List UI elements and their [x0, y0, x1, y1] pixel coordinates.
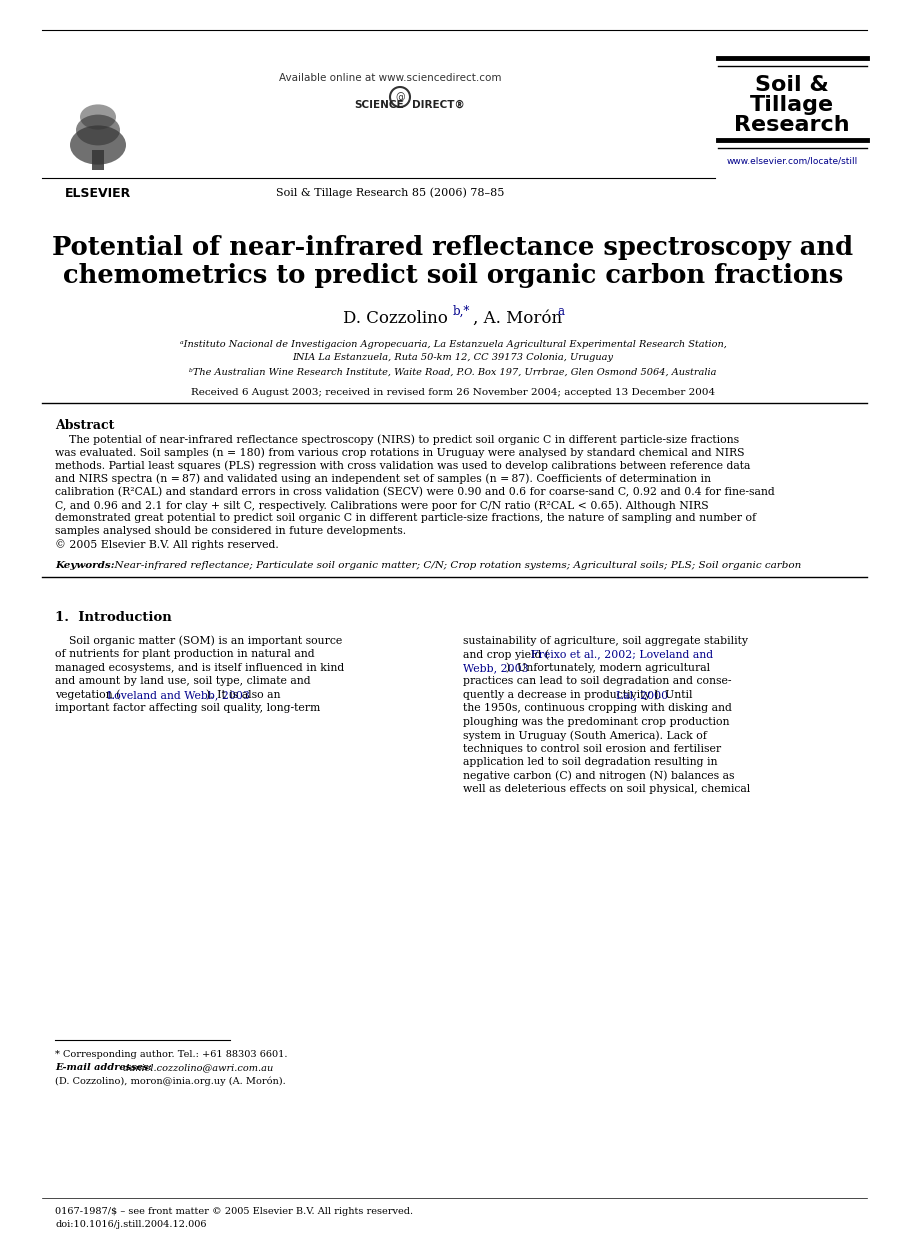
Text: was evaluated. Soil samples (n = 180) from various crop rotations in Uruguay wer: was evaluated. Soil samples (n = 180) fr…	[55, 447, 745, 458]
Text: chemometrics to predict soil organic carbon fractions: chemometrics to predict soil organic car…	[63, 262, 844, 288]
Text: Keywords:: Keywords:	[55, 561, 114, 569]
Text: ELSEVIER: ELSEVIER	[65, 187, 132, 201]
Text: Soil organic matter (SOM) is an important source: Soil organic matter (SOM) is an importan…	[55, 636, 342, 646]
Text: Research: Research	[734, 115, 850, 135]
Text: (D. Cozzolino), moron@inia.org.uy (A. Morón).: (D. Cozzolino), moron@inia.org.uy (A. Mo…	[55, 1076, 286, 1086]
Text: Loveland and Webb, 2003: Loveland and Webb, 2003	[107, 690, 249, 699]
Text: techniques to control soil erosion and fertiliser: techniques to control soil erosion and f…	[463, 744, 721, 754]
Text: practices can lead to soil degradation and conse-: practices can lead to soil degradation a…	[463, 676, 732, 686]
Text: a: a	[557, 305, 564, 318]
Text: , A. Morón: , A. Morón	[473, 310, 568, 327]
Text: demonstrated great potential to predict soil organic C in different particle-siz: demonstrated great potential to predict …	[55, 514, 756, 524]
Text: quently a decrease in productivity (: quently a decrease in productivity (	[463, 690, 658, 701]
Text: methods. Partial least squares (PLS) regression with cross validation was used t: methods. Partial least squares (PLS) reg…	[55, 461, 750, 470]
Text: negative carbon (C) and nitrogen (N) balances as: negative carbon (C) and nitrogen (N) bal…	[463, 771, 735, 781]
Text: doi:10.1016/j.still.2004.12.006: doi:10.1016/j.still.2004.12.006	[55, 1219, 207, 1229]
Text: Webb, 2003: Webb, 2003	[463, 662, 529, 672]
Text: ). It is also an: ). It is also an	[206, 690, 280, 701]
Text: the 1950s, continuous cropping with disking and: the 1950s, continuous cropping with disk…	[463, 703, 732, 713]
Text: Soil &: Soil &	[755, 76, 829, 95]
Text: samples analysed should be considered in future developments.: samples analysed should be considered in…	[55, 526, 406, 536]
Text: D. Cozzolino: D. Cozzolino	[343, 310, 453, 327]
Text: INIA La Estanzuela, Ruta 50-km 12, CC 39173 Colonia, Uruguay: INIA La Estanzuela, Ruta 50-km 12, CC 39…	[292, 353, 613, 361]
Ellipse shape	[80, 104, 116, 130]
Text: Soil & Tillage Research 85 (2006) 78–85: Soil & Tillage Research 85 (2006) 78–85	[276, 187, 504, 198]
Text: DIRECT®: DIRECT®	[412, 100, 464, 110]
Text: Near-infrared reflectance; Particulate soil organic matter; C/N; Crop rotation s: Near-infrared reflectance; Particulate s…	[108, 561, 801, 569]
Text: and crop yield (: and crop yield (	[463, 649, 550, 660]
Text: SCIENCE: SCIENCE	[354, 100, 404, 110]
Text: E-mail addresses:: E-mail addresses:	[55, 1063, 152, 1072]
Text: and NIRS spectra (n = 87) and validated using an independent set of samples (n =: and NIRS spectra (n = 87) and validated …	[55, 474, 711, 484]
Text: C, and 0.96 and 2.1 for clay + silt C, respectively. Calibrations were poor for : C, and 0.96 and 2.1 for clay + silt C, r…	[55, 500, 708, 510]
Text: Received 6 August 2003; received in revised form 26 November 2004; accepted 13 D: Received 6 August 2003; received in revi…	[191, 387, 715, 397]
Text: vegetation (: vegetation (	[55, 690, 121, 701]
Text: www.elsevier.com/locate/still: www.elsevier.com/locate/still	[727, 157, 858, 166]
Text: @: @	[395, 92, 405, 102]
Text: 1.  Introduction: 1. Introduction	[55, 610, 171, 624]
Bar	[92, 150, 104, 170]
Text: Freixo et al., 2002; Loveland and: Freixo et al., 2002; Loveland and	[531, 649, 713, 660]
Text: system in Uruguay (South America). Lack of: system in Uruguay (South America). Lack …	[463, 730, 707, 740]
Text: ). Unfortunately, modern agricultural: ). Unfortunately, modern agricultural	[505, 662, 709, 673]
Text: and amount by land use, soil type, climate and: and amount by land use, soil type, clima…	[55, 676, 310, 686]
Text: The potential of near-infrared reflectance spectroscopy (NIRS) to predict soil o: The potential of near-infrared reflectan…	[55, 435, 739, 444]
Text: sustainability of agriculture, soil aggregate stability: sustainability of agriculture, soil aggr…	[463, 636, 748, 646]
Text: of nutrients for plant production in natural and: of nutrients for plant production in nat…	[55, 649, 315, 660]
Text: * Corresponding author. Tel.: +61 88303 6601.: * Corresponding author. Tel.: +61 88303 …	[55, 1050, 288, 1058]
Text: well as deleterious effects on soil physical, chemical: well as deleterious effects on soil phys…	[463, 785, 750, 795]
Text: Potential of near-infrared reflectance spectroscopy and: Potential of near-infrared reflectance s…	[53, 235, 853, 260]
Text: ). Until: ). Until	[654, 690, 693, 701]
Ellipse shape	[70, 125, 126, 165]
Bar	[48, 54, 148, 175]
Text: Tillage: Tillage	[750, 95, 834, 115]
Text: 0167-1987/$ – see front matter © 2005 Elsevier B.V. All rights reserved.: 0167-1987/$ – see front matter © 2005 El…	[55, 1207, 413, 1216]
Text: ᵃInstituto Nacional de Investigacion Agropecuaria, La Estanzuela Agricultural Ex: ᵃInstituto Nacional de Investigacion Agr…	[180, 340, 727, 349]
Text: © 2005 Elsevier B.V. All rights reserved.: © 2005 Elsevier B.V. All rights reserved…	[55, 540, 278, 551]
Text: important factor affecting soil quality, long-term: important factor affecting soil quality,…	[55, 703, 320, 713]
Text: Abstract: Abstract	[55, 418, 114, 432]
Text: calibration (R²CAL) and standard errors in cross validation (SECV) were 0.90 and: calibration (R²CAL) and standard errors …	[55, 487, 775, 498]
Text: application led to soil degradation resulting in: application led to soil degradation resu…	[463, 758, 717, 768]
Text: Available online at www.sciencedirect.com: Available online at www.sciencedirect.co…	[278, 73, 502, 83]
Text: managed ecosystems, and is itself influenced in kind: managed ecosystems, and is itself influe…	[55, 662, 345, 672]
Text: b,*: b,*	[453, 305, 471, 318]
Ellipse shape	[76, 115, 120, 145]
Text: ᵇThe Australian Wine Research Institute, Waite Road, P.O. Box 197, Urrbrae, Glen: ᵇThe Australian Wine Research Institute,…	[190, 368, 717, 378]
Text: daniel.cozzolino@awri.com.au: daniel.cozzolino@awri.com.au	[121, 1063, 274, 1072]
Text: Lal, 2000: Lal, 2000	[616, 690, 668, 699]
Text: ploughing was the predominant crop production: ploughing was the predominant crop produ…	[463, 717, 729, 727]
